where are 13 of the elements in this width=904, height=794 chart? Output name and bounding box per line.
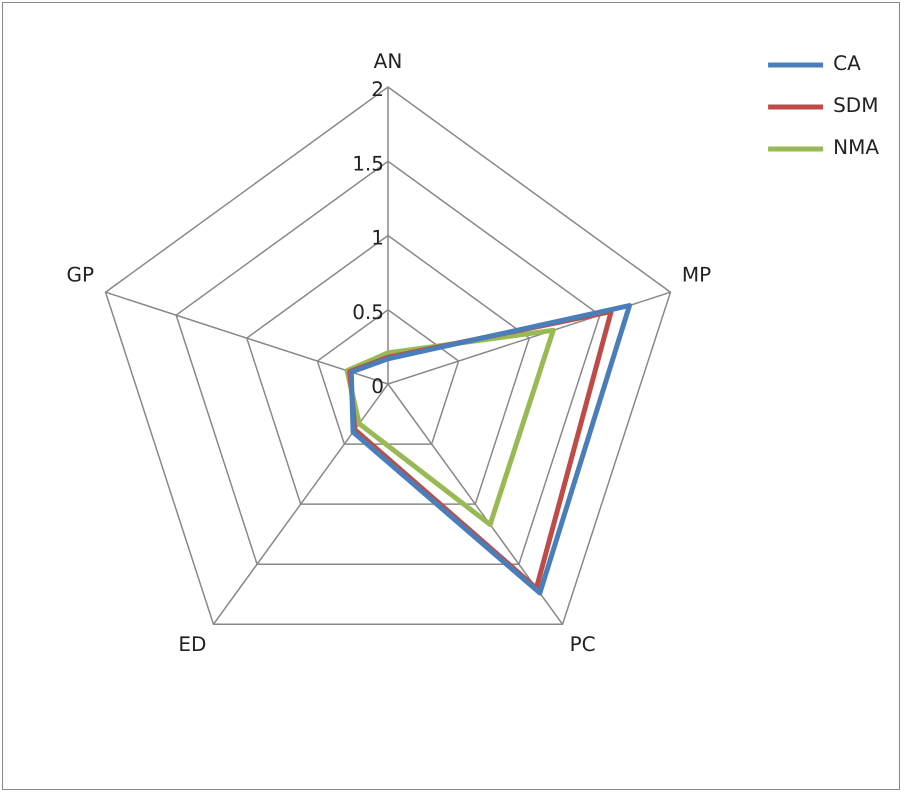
legend-label: NMA bbox=[833, 135, 880, 160]
y-tick-label: 2 bbox=[371, 77, 384, 102]
y-tick-label: 0 bbox=[371, 374, 384, 398]
spoke-label: PC bbox=[570, 632, 596, 656]
legend-label: CA bbox=[833, 51, 862, 76]
y-tick-label: 1 bbox=[371, 226, 384, 250]
spoke-label: GP bbox=[66, 262, 94, 287]
y-tick-label: 0.5 bbox=[352, 300, 384, 324]
y-tick-label: 1.5 bbox=[352, 151, 384, 176]
spoke-label: AN bbox=[374, 49, 402, 74]
spoke-label: ED bbox=[178, 632, 206, 656]
spoke-label: MP bbox=[682, 262, 712, 287]
legend-label: SDM bbox=[833, 93, 878, 118]
